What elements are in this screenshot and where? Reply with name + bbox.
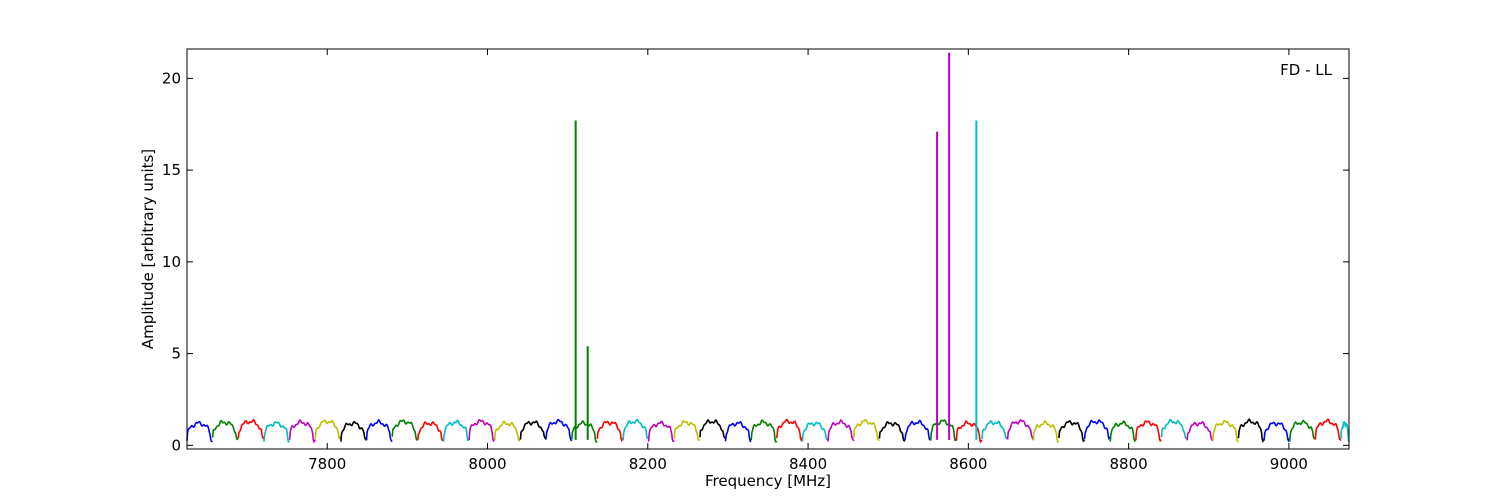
channel-line	[750, 419, 778, 443]
channel-line	[647, 420, 675, 443]
channel-line	[1212, 419, 1239, 443]
channel-line	[1006, 418, 1035, 441]
channel-line	[673, 419, 701, 441]
chart-annotation: FD - LL	[1280, 61, 1332, 79]
channel-line	[904, 419, 931, 441]
channel-line	[1135, 420, 1162, 443]
channel-line	[1340, 420, 1350, 443]
x-axis-label: Frequency [MHz]	[705, 472, 831, 490]
y-axis: 0 5 10 15 20	[162, 69, 1349, 454]
channel-line	[1237, 418, 1265, 443]
channel-line	[211, 419, 239, 441]
y-tick-label: 5	[171, 345, 181, 363]
channel-line	[929, 419, 957, 442]
channel-line	[801, 421, 829, 442]
channel-line	[1083, 419, 1111, 440]
channel-line	[519, 420, 547, 440]
channel-line	[417, 421, 444, 442]
channel-line	[442, 419, 470, 442]
x-tick-label: 7800	[308, 455, 346, 473]
x-tick-label: 8000	[468, 455, 506, 473]
y-tick-label: 20	[162, 69, 181, 87]
channel-line	[596, 420, 624, 443]
y-axis-label: Amplitude [arbitrary units]	[139, 149, 157, 349]
channel-line	[827, 418, 855, 442]
channel-line	[340, 420, 368, 442]
channel-line	[1109, 420, 1137, 442]
plot-background	[187, 49, 1349, 449]
channel-line	[724, 421, 752, 443]
x-axis: 7800 8000 8200 8400 8600 8800 9000	[308, 49, 1308, 473]
channel-line	[1186, 420, 1214, 442]
channel-line	[981, 419, 1009, 440]
x-tick-label: 8200	[629, 455, 667, 473]
channel-line	[852, 418, 880, 442]
channel-line	[493, 420, 521, 442]
channel-line	[314, 419, 342, 440]
channel-line	[391, 419, 419, 441]
channel-line	[955, 420, 983, 444]
channel-line	[1314, 418, 1342, 441]
channel-line	[288, 419, 316, 444]
channel-line	[1263, 421, 1291, 443]
channel-line	[1160, 418, 1188, 439]
series-layer	[186, 52, 1350, 444]
channel-line	[1288, 419, 1316, 442]
x-tick-label: 8600	[949, 455, 987, 473]
x-tick-label: 8400	[789, 455, 827, 473]
channel-line	[263, 421, 290, 443]
channel-line	[699, 419, 727, 439]
channel-line	[1032, 420, 1059, 443]
channel-line	[468, 418, 496, 443]
channel-line	[776, 418, 804, 443]
y-tick-label: 10	[162, 253, 181, 271]
channel-line	[545, 418, 573, 442]
y-tick-label: 0	[171, 436, 181, 454]
channel-line	[878, 421, 906, 442]
channel-line	[365, 418, 393, 443]
channel-line	[1058, 419, 1086, 443]
channel-line	[186, 420, 213, 443]
x-tick-label: 8800	[1110, 455, 1148, 473]
y-tick-label: 15	[162, 161, 181, 179]
x-tick-label: 9000	[1270, 455, 1308, 473]
channel-line	[622, 418, 649, 441]
channel-line	[237, 418, 265, 440]
plot-frame	[186, 48, 1350, 450]
